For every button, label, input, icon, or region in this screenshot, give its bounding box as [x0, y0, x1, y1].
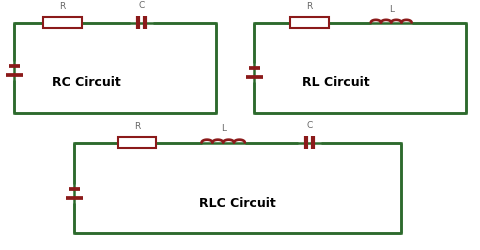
Bar [74, 142, 401, 233]
Bar [290, 17, 329, 28]
Text: R: R [59, 2, 66, 11]
Text: L: L [221, 124, 226, 134]
Bar [43, 17, 82, 28]
Text: RC Circuit: RC Circuit [52, 76, 121, 89]
Text: RL Circuit: RL Circuit [302, 76, 370, 89]
Bar [118, 137, 156, 148]
Text: L: L [389, 4, 394, 14]
Text: R: R [133, 122, 140, 130]
Text: C: C [138, 1, 145, 10]
Text: RLC Circuit: RLC Circuit [199, 197, 276, 210]
Text: R: R [306, 2, 313, 11]
Bar [254, 22, 466, 112]
Text: C: C [306, 121, 313, 130]
Bar [14, 22, 216, 112]
